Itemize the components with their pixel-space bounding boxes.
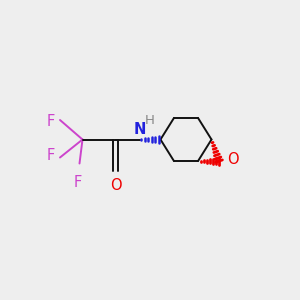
Text: F: F <box>74 175 82 190</box>
Text: F: F <box>46 148 55 164</box>
Text: O: O <box>110 178 121 194</box>
Text: N: N <box>133 122 146 137</box>
Text: H: H <box>145 115 154 128</box>
Text: F: F <box>46 114 55 129</box>
Text: O: O <box>227 152 239 167</box>
